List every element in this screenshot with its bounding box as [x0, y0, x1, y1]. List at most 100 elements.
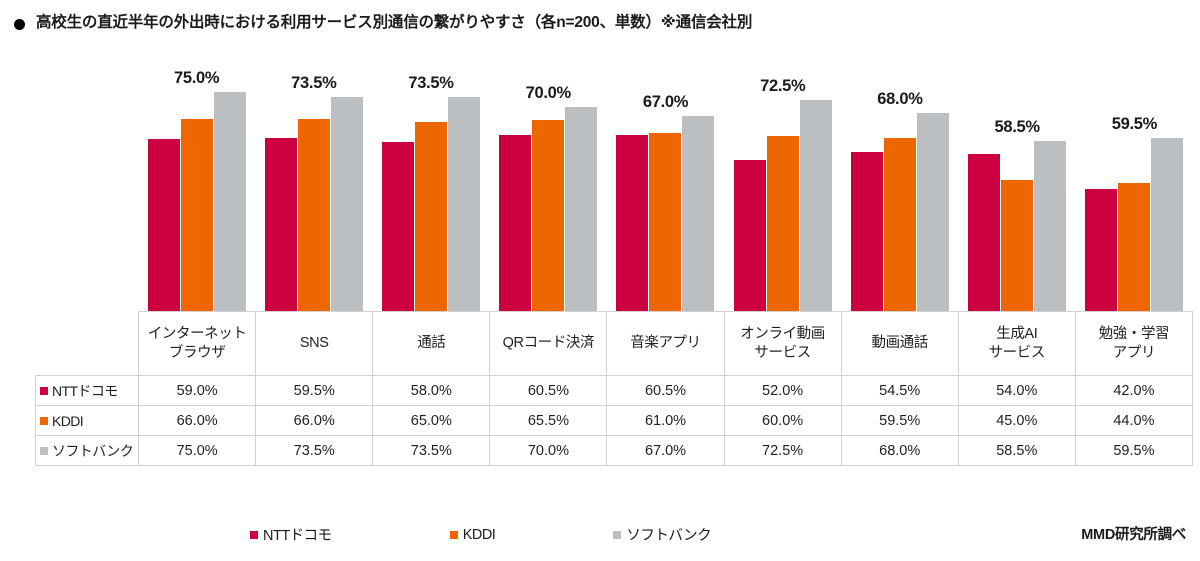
- bar-group-value-label: 73.5%: [408, 73, 454, 92]
- bar-ソフトバンク: [916, 112, 949, 312]
- table-column-header-line: サービス: [988, 344, 1046, 361]
- series-swatch-icon: [40, 446, 48, 455]
- data-table: インターネット ブラウザ SNS 通話 QRコード決済 音楽アプリ オンライ動画 サービス 動画…: [34, 311, 1194, 466]
- bar-group-value-label: 72.5%: [760, 76, 806, 95]
- table-column-header: 勉強・学習 アプリ: [1074, 311, 1194, 376]
- bar-KDDI: [415, 121, 448, 312]
- table-cell: 54.0%: [957, 375, 1076, 406]
- bar-group: 59.5%: [1076, 48, 1193, 312]
- table-column-header: オンライ動画 サービス: [723, 311, 842, 376]
- data-table-container: インターネット ブラウザ SNS 通話 QRコード決済 音楽アプリ オンライ動画 サービス 動画…: [34, 311, 1194, 466]
- bar-group-bars: [841, 48, 958, 312]
- bar-group: 68.0%: [841, 48, 958, 312]
- bar-NTTドコモ: [733, 159, 766, 312]
- table-cell: 59.5%: [840, 405, 959, 436]
- bar-group-value-label: 68.0%: [877, 89, 923, 108]
- table-column-header: QRコード決済: [489, 311, 608, 376]
- legend-item-label: ソフトバンク: [626, 528, 712, 544]
- bar-KDDI: [532, 120, 565, 312]
- table-cell: 58.0%: [372, 375, 491, 406]
- bar-group-bars: [138, 48, 255, 312]
- bar-KDDI: [1118, 183, 1151, 312]
- table-cell: 59.0%: [138, 375, 257, 406]
- table-column-header-line: 通話: [417, 335, 446, 352]
- table-column-header-line: サービス: [754, 344, 811, 361]
- bar-NTTドコモ: [616, 134, 649, 312]
- table-cell: 65.5%: [489, 405, 608, 436]
- bullet-icon: [14, 19, 25, 30]
- legend-swatch-icon: [250, 530, 258, 539]
- bar-group-bars: [1076, 48, 1193, 312]
- table-column-header: 生成AI サービス: [957, 311, 1076, 376]
- table-column-header-line: 動画通話: [871, 335, 928, 352]
- table-cell: 44.0%: [1074, 405, 1194, 436]
- table-cell: 67.0%: [606, 435, 725, 466]
- bar-group-value-label: 73.5%: [291, 73, 337, 92]
- bar-ソフトバンク: [565, 106, 598, 312]
- bar-group-value-label: 58.5%: [994, 117, 1041, 136]
- legend-swatch-icon: [613, 530, 622, 539]
- bar-KDDI: [649, 133, 682, 312]
- table-cell: 42.0%: [1074, 375, 1194, 406]
- bar-ソフトバンク: [1151, 137, 1184, 312]
- table-cell: 73.5%: [255, 435, 374, 466]
- table-cell: 59.5%: [255, 375, 374, 406]
- table-column-header-line: インターネット: [147, 326, 247, 343]
- bar-group-bars: [607, 48, 724, 312]
- bar-NTTドコモ: [850, 152, 883, 312]
- bar-NTTドコモ: [382, 142, 415, 312]
- table-cell: 60.5%: [489, 375, 608, 406]
- legend-item[interactable]: NTTドコモ: [250, 524, 332, 545]
- table-row-header: NTTドコモ: [34, 375, 140, 406]
- page-title: 高校生の直近半年の外出時における利用サービス別通信の繋がりやすさ（各n=200、…: [14, 14, 752, 33]
- table-column-header: SNS: [255, 311, 374, 376]
- legend-item-label: NTTドコモ: [263, 528, 332, 544]
- table-cell: 66.0%: [138, 405, 257, 436]
- table-cell: 68.0%: [840, 435, 959, 466]
- table-row-header: KDDI: [34, 405, 140, 436]
- table-cell: 45.0%: [957, 405, 1076, 436]
- bar-group-value-label: 70.0%: [525, 83, 572, 102]
- table-corner-cell: [36, 312, 139, 376]
- bar-group-value-label: 75.0%: [173, 69, 220, 88]
- legend-swatch-icon: [449, 530, 458, 539]
- table-column-header-line: アプリ: [1112, 344, 1156, 361]
- table-column-header: 動画通話: [840, 311, 959, 376]
- bar-ソフトバンク: [330, 96, 363, 312]
- bar-group-bars: [724, 48, 841, 312]
- bar-group-bars: [959, 48, 1076, 312]
- bar-KDDI: [1001, 180, 1034, 312]
- table-column-header-line: SNS: [299, 335, 329, 352]
- legend-item[interactable]: KDDI: [449, 526, 496, 543]
- bar-ソフトバンク: [682, 115, 715, 312]
- bar-NTTドコモ: [147, 139, 180, 312]
- bar-group-bars: [372, 48, 489, 312]
- table-cell: 59.5%: [1074, 435, 1194, 466]
- table-column-header-line: QRコード決済: [502, 335, 595, 352]
- table-cell: 52.0%: [723, 375, 842, 406]
- table-row-header-label: KDDI: [52, 412, 84, 429]
- bar-ソフトバンク: [799, 99, 832, 312]
- legend-item[interactable]: ソフトバンク: [613, 524, 712, 545]
- table-cell: 65.0%: [372, 405, 491, 436]
- bar-NTTドコモ: [499, 134, 532, 312]
- legend-item-label: KDDI: [462, 526, 496, 543]
- bar-group: 58.5%: [959, 48, 1076, 312]
- bar-group-value-label: 67.0%: [642, 92, 689, 111]
- table-row-header: ソフトバンク: [34, 435, 140, 466]
- table-cell: 73.5%: [372, 435, 491, 466]
- bar-chart-plot-area: 75.0% 73.5% 73.5% 70.0% 67.0% 72.5% 68.0% 58.5%…: [138, 48, 1193, 312]
- bar-group-value-label: 59.5%: [1111, 114, 1158, 133]
- chart-legend: NTTドコモ KDDI ソフトバンク: [250, 524, 712, 545]
- page-title-text: 高校生の直近半年の外出時における利用サービス別通信の繋がりやすさ（各n=200、…: [36, 14, 753, 31]
- table-column-header-line: 生成AI: [996, 326, 1038, 343]
- bar-ソフトバンク: [1034, 140, 1067, 312]
- bar-NTTドコモ: [968, 153, 1001, 312]
- table-row: ソフトバンク 75.0% 73.5% 73.5% 70.0% 67.0% 72.5% 68.0…: [34, 435, 1194, 466]
- series-swatch-icon: [40, 416, 48, 425]
- source-note: MMD研究所調べ: [1081, 527, 1186, 543]
- table-column-header-line: オンライ動画: [740, 326, 825, 343]
- table-column-header: インターネット ブラウザ: [138, 311, 257, 376]
- table-column-header-line: 勉強・学習: [1098, 326, 1170, 343]
- bar-group: 75.0%: [138, 48, 255, 312]
